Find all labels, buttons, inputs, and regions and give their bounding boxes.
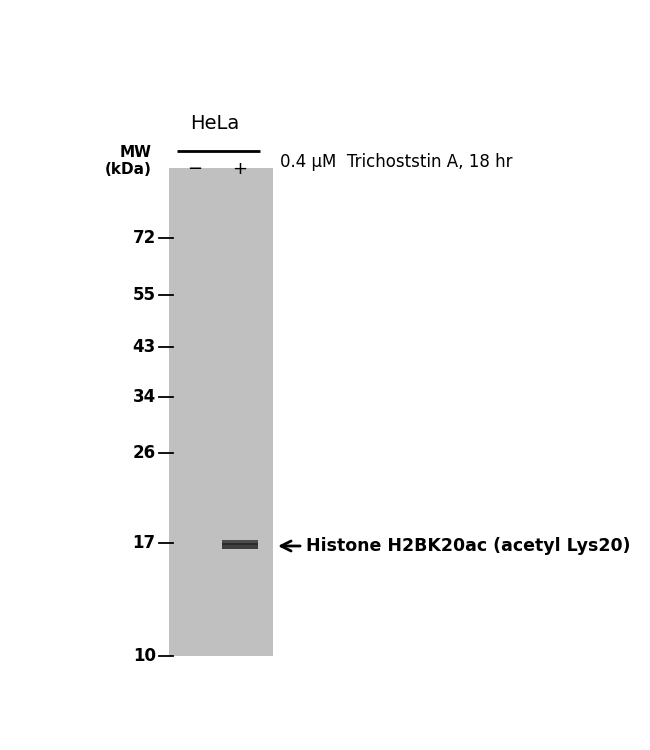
Text: 10: 10: [133, 647, 156, 665]
Text: +: +: [233, 160, 248, 178]
Text: 26: 26: [133, 445, 156, 463]
Bar: [222, 544, 257, 549]
Text: 34: 34: [133, 388, 156, 406]
Text: 72: 72: [133, 229, 156, 247]
Text: 17: 17: [133, 535, 156, 553]
Text: MW
(kDa): MW (kDa): [105, 145, 152, 177]
Bar: [222, 540, 257, 545]
Text: Histone H2BK20ac (acetyl Lys20): Histone H2BK20ac (acetyl Lys20): [306, 537, 631, 555]
Text: HeLa: HeLa: [190, 114, 239, 134]
Bar: [170, 168, 273, 656]
Text: 55: 55: [133, 286, 156, 304]
Text: 0.4 μM  Trichoststin A, 18 hr: 0.4 μM Trichoststin A, 18 hr: [280, 153, 513, 171]
Text: 43: 43: [133, 338, 156, 356]
Text: −: −: [187, 160, 202, 178]
